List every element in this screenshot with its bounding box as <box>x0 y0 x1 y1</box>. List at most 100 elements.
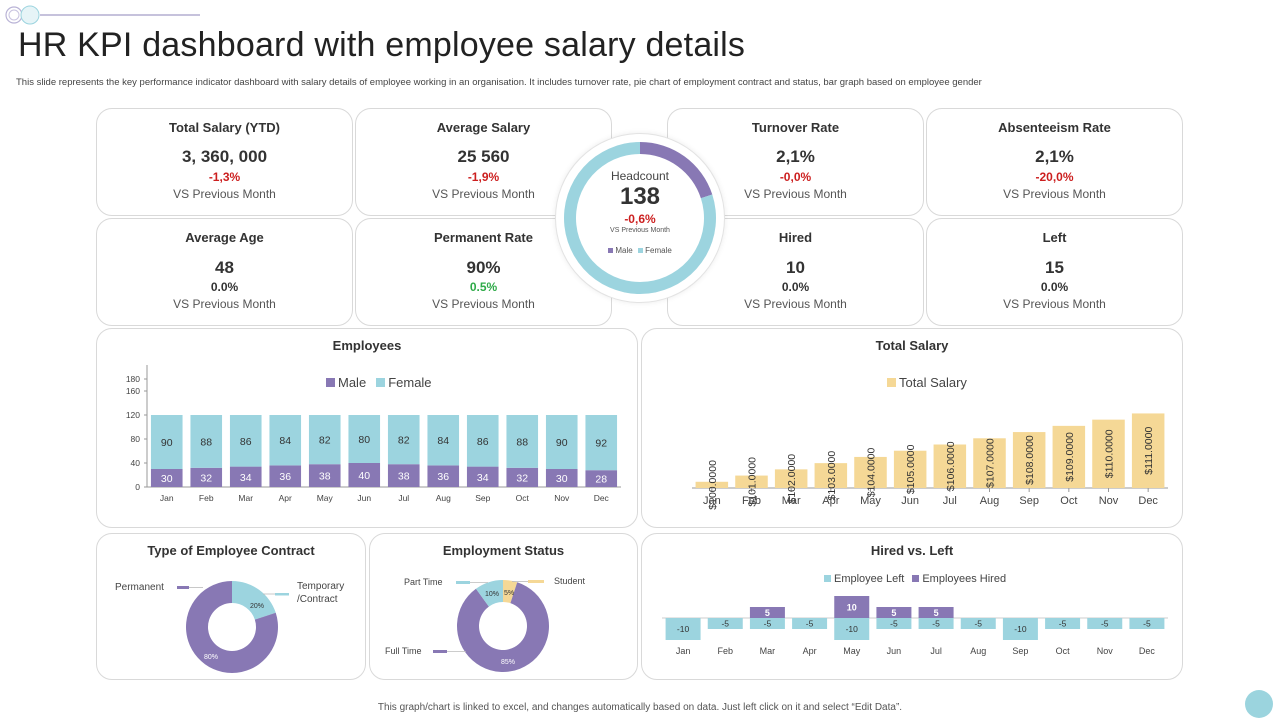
legend-item-male: Male <box>326 375 366 390</box>
data-label-left: -5 <box>1059 619 1067 629</box>
slice-part-time <box>475 580 503 607</box>
status-chart-panel[interactable]: Employment Status 10% 5% 85% Part Time Stude… <box>369 533 638 680</box>
decorative-circles-icon <box>5 5 200 25</box>
bar-total-salary <box>735 475 768 488</box>
hired-left-bar-chart: -10Jan-5Feb-55Mar-5Apr-1010May-55Jun-55J… <box>662 596 1168 656</box>
y-tick-label: 160 <box>126 386 140 396</box>
data-label-female: 82 <box>398 435 410 447</box>
kpi-card-hired[interactable]: Hired 10 0.0% VS Previous Month <box>667 218 924 326</box>
data-label-male: 34 <box>240 472 252 484</box>
x-tick-label: Oct <box>1060 495 1077 507</box>
page-title: HR KPI dashboard with employee salary de… <box>18 26 746 64</box>
y-tick-label: 0 <box>135 482 140 492</box>
data-label-left: -10 <box>846 624 859 634</box>
bar-employee-left <box>876 618 912 629</box>
legend-swatch <box>824 575 831 582</box>
kpi-card-average-age[interactable]: Average Age 48 0.0% VS Previous Month <box>96 218 353 326</box>
data-label-permanent: 80% <box>204 654 218 661</box>
bar-female <box>269 415 302 466</box>
bar-employee-left <box>749 618 785 629</box>
kpi-change: -1,9% <box>467 170 500 184</box>
data-label-left: -5 <box>932 619 940 629</box>
legend-swatch-part-time <box>456 581 470 584</box>
x-tick-label: Jun <box>901 495 919 507</box>
bar-female <box>585 415 618 471</box>
x-tick-label: Aug <box>980 495 1000 507</box>
data-label-salary: $105.0000 <box>905 444 917 494</box>
bar-male <box>466 466 499 487</box>
bar-employee-left <box>1129 618 1165 629</box>
kpi-title: Hired <box>778 230 813 245</box>
contract-chart-panel[interactable]: Type of Employee Contract 20% 80% Permanen… <box>96 533 366 680</box>
bar-male <box>269 465 302 487</box>
legend-part-time: Part Time <box>404 577 443 587</box>
bar-female <box>466 415 499 467</box>
data-label-female: 80 <box>358 434 370 446</box>
data-label-salary: $110.0000 <box>1104 429 1116 478</box>
data-label-male: 36 <box>437 471 449 483</box>
data-label-hired: 10 <box>847 603 857 613</box>
x-tick-label: Jun <box>887 646 902 656</box>
panel-title: Total Salary <box>875 338 949 353</box>
bar-female <box>348 415 381 463</box>
legend-swatch <box>912 575 920 582</box>
legend-swatch-male <box>608 248 614 253</box>
bar-employee-left <box>960 618 996 629</box>
total-salary-chart-panel[interactable]: Total Salary Total Salary $100.0000 Jan $1… <box>641 328 1183 528</box>
data-label-male: 38 <box>319 471 331 483</box>
x-tick-label: Mar <box>238 493 253 503</box>
x-tick-label: Aug <box>436 493 451 503</box>
data-label-salary: $106.0000 <box>945 441 957 491</box>
data-label-male: 32 <box>200 472 212 484</box>
bar-total-salary <box>973 438 1006 488</box>
x-tick-label: Dec <box>1139 646 1156 656</box>
data-label-male: 40 <box>358 470 370 482</box>
data-label-salary: $100.0000 <box>707 460 719 510</box>
data-label-female: 86 <box>240 436 252 448</box>
kpi-compare: VS Previous Month <box>432 187 535 201</box>
panel-title: Type of Employee Contract <box>147 543 315 558</box>
bar-employees-hired <box>834 596 870 618</box>
headcount-widget[interactable]: Headcount 138 -0,6% VS Previous Month Ma… <box>555 133 725 303</box>
data-label-left: -5 <box>890 619 898 629</box>
kpi-card-absenteeism-rate[interactable]: Absenteeism Rate 2,1% -20,0% VS Previous… <box>926 108 1183 216</box>
bar-total-salary <box>1052 425 1086 488</box>
slice-full-time <box>457 582 549 672</box>
kpi-value: 10 <box>786 258 805 277</box>
employees-chart-panel[interactable]: Employees Male Female 0 40 80 120 160 180 30 90… <box>96 328 638 528</box>
data-label-part-time: 10% <box>485 591 499 598</box>
x-tick-label: Dec <box>1138 495 1158 507</box>
slice-student <box>503 580 518 604</box>
legend-label: Male <box>338 375 367 390</box>
data-label-left: -5 <box>974 619 982 629</box>
x-tick-label: Nov <box>1099 495 1119 507</box>
employees-bar-chart: 0 40 80 120 160 180 30 90 Jan 32 88 Feb 34 86 Mar 36 84 A… <box>126 365 621 503</box>
data-label-female: 90 <box>161 437 173 449</box>
hired-left-legend: Employee Left Employees Hired <box>824 573 1006 585</box>
kpi-compare: VS Previous Month <box>744 187 847 201</box>
legend-swatch <box>376 378 386 387</box>
bar-total-salary <box>1131 413 1165 488</box>
x-tick-label: Jan <box>703 495 721 507</box>
x-tick-label: Jul <box>943 495 957 507</box>
data-label-salary: $101.0000 <box>747 457 759 507</box>
legend-female-label: Female <box>645 246 672 255</box>
bar-employees-hired <box>876 607 912 618</box>
bar-total-salary <box>1092 419 1125 488</box>
x-tick-label: Mar <box>782 495 801 507</box>
data-label-male: 30 <box>556 473 568 485</box>
data-label-female: 84 <box>437 435 449 447</box>
kpi-title: Total Salary (YTD) <box>168 120 280 135</box>
bar-employee-left <box>918 618 954 629</box>
slice-permanent <box>186 581 278 673</box>
legend-permanent: Permanent <box>115 582 164 593</box>
x-tick-label: Sep <box>475 493 490 503</box>
kpi-card-left[interactable]: Left 15 0.0% VS Previous Month <box>926 218 1183 326</box>
bar-male <box>387 464 420 487</box>
kpi-card-total-salary[interactable]: Total Salary (YTD) 3, 360, 000 -1,3% VS … <box>96 108 353 216</box>
bar-employee-left <box>707 618 743 629</box>
data-label-student: 5% <box>504 590 514 597</box>
hired-left-chart-panel[interactable]: Hired vs. Left Employee Left Employees H… <box>641 533 1183 680</box>
bar-male <box>545 469 578 487</box>
